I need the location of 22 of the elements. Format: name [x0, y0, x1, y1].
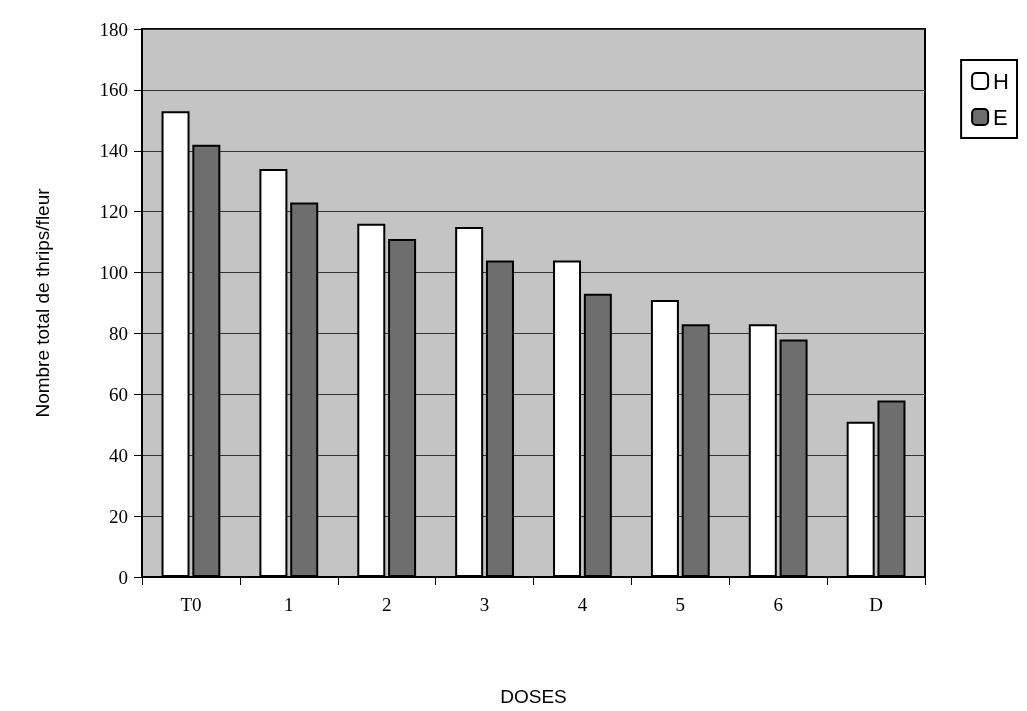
x-tick-label: 6	[773, 594, 783, 615]
y-tick-label: 0	[118, 566, 128, 588]
y-tick-label: 20	[109, 505, 128, 527]
legend-label: H	[993, 68, 1009, 94]
x-tick-label: 5	[675, 594, 686, 615]
y-axis-title: Nombre total de thrips/fleur	[32, 187, 53, 418]
x-tick-label: 1	[284, 594, 294, 615]
y-tick-label: 60	[109, 383, 128, 405]
y-tick-label: 40	[109, 444, 128, 466]
y-tick-label: 160	[99, 79, 128, 101]
y-tick-label: 80	[109, 322, 128, 344]
x-tick-label: 2	[381, 594, 392, 615]
legend-label: E	[993, 104, 1008, 130]
y-tick-label: 120	[99, 201, 128, 223]
x-tick-label: D	[869, 594, 883, 615]
y-tick-label: 180	[99, 18, 128, 40]
x-tick-label: 3	[479, 594, 490, 615]
x-axis-title: DOSES	[500, 686, 567, 707]
y-tick-label: 140	[99, 140, 128, 162]
x-tick-label: T0	[180, 594, 202, 615]
x-tick-label: 4	[577, 594, 588, 615]
y-tick-label: 100	[99, 262, 128, 284]
